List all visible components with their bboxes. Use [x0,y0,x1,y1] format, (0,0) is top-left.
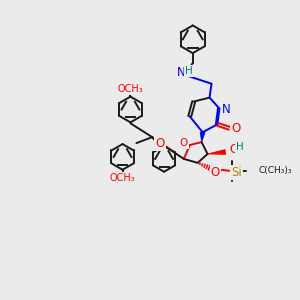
Text: H: H [236,142,244,152]
Text: O: O [180,138,188,148]
Polygon shape [200,132,205,142]
Text: OCH₃: OCH₃ [110,173,135,183]
Text: Si: Si [231,166,242,179]
Polygon shape [208,149,226,154]
Text: O: O [232,122,241,135]
Text: H: H [185,66,193,76]
Text: N: N [176,66,185,80]
Text: O: O [155,136,165,150]
Text: O: O [230,142,239,155]
Text: C(CH₃)₃: C(CH₃)₃ [259,166,292,175]
Text: OCH₃: OCH₃ [118,84,143,94]
Text: O: O [211,166,220,179]
Text: N: N [222,103,231,116]
